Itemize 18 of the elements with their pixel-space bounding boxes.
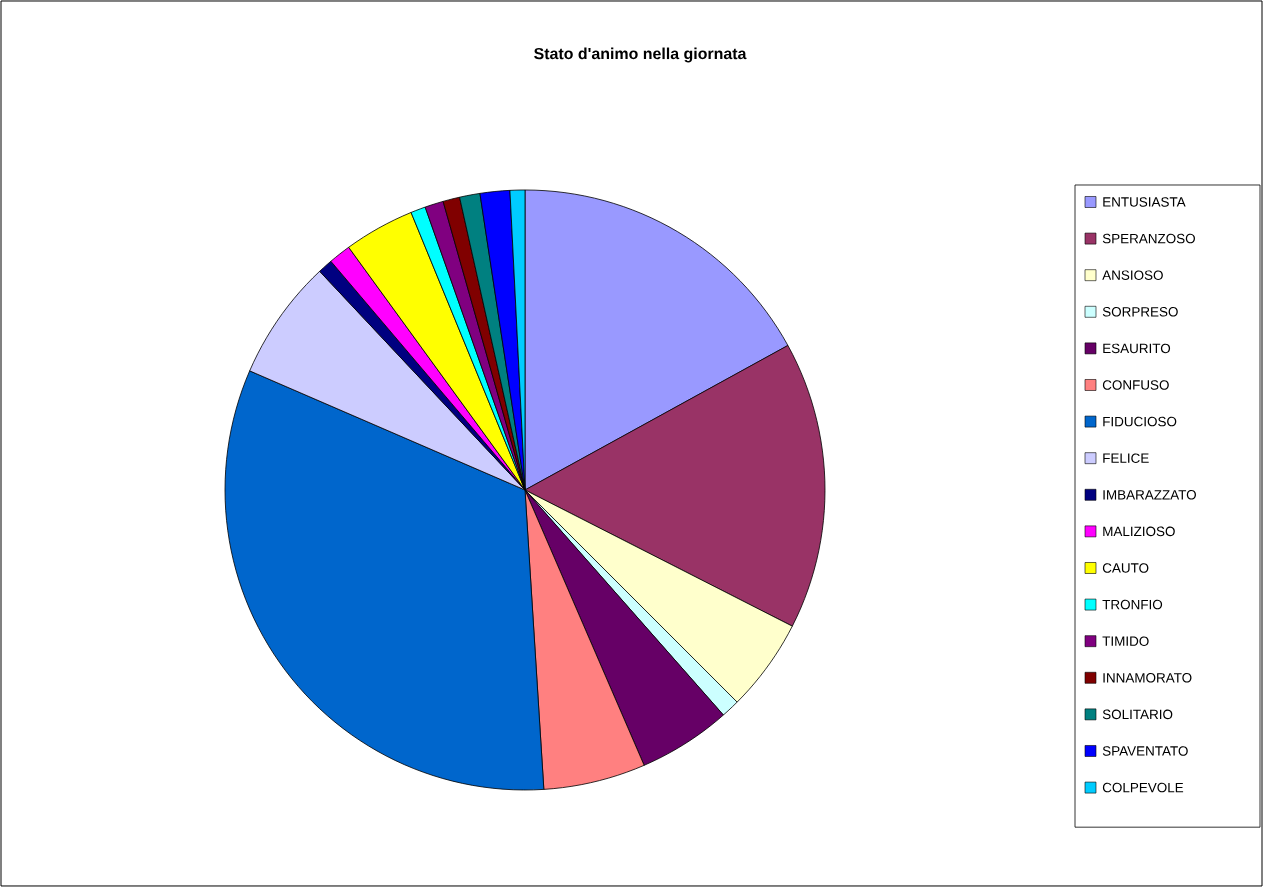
legend-label: SPAVENTATO — [1102, 746, 1188, 756]
legend-label: COLPEVOLE — [1102, 782, 1184, 793]
legend-label: ESAURITO — [1103, 343, 1171, 354]
legend-label: SPERANZOSO — [1102, 233, 1195, 244]
legend-label: SOLITARIO — [1102, 709, 1173, 720]
legend-label: ENTUSIASTA — [1103, 197, 1186, 207]
chart-title: Stato d'animo nella giornata — [534, 47, 747, 63]
legend-label: SORPRESO — [1102, 307, 1178, 317]
legend-label: MALIZIOSO — [1103, 526, 1175, 537]
legend-label: TRONFIO — [1102, 599, 1163, 610]
legend-label: CONFUSO — [1102, 380, 1169, 390]
legend-label: FELICE — [1103, 453, 1149, 463]
legend-label: ANSIOSO — [1102, 270, 1163, 280]
legend-label: IMBARAZZATO — [1103, 490, 1196, 500]
legend-label: TIMIDO — [1102, 636, 1149, 646]
legend-label: CAUTO — [1102, 563, 1149, 573]
legend-label: FIDUCIOSO — [1103, 416, 1177, 427]
legend-label: INNAMORATO — [1103, 673, 1192, 683]
